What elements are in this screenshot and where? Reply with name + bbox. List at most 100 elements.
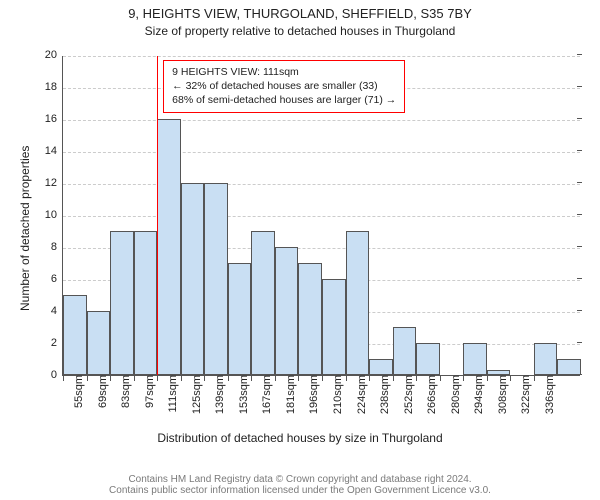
y-axis-label: Number of detached properties bbox=[18, 146, 32, 311]
x-tick-mark bbox=[298, 376, 299, 381]
histogram-bar bbox=[463, 343, 487, 375]
y-tick-mark bbox=[577, 54, 582, 55]
histogram-bar bbox=[346, 231, 370, 375]
x-tick-mark bbox=[440, 376, 441, 381]
grid-line bbox=[63, 120, 580, 121]
x-tick-mark bbox=[228, 376, 229, 381]
callout-line: 9 HEIGHTS VIEW: 111sqm bbox=[172, 65, 396, 79]
plot-area: 0246810121416182055sqm69sqm83sqm97sqm111… bbox=[62, 56, 580, 376]
y-tick-label: 6 bbox=[51, 273, 63, 285]
y-tick-mark bbox=[577, 214, 582, 215]
callout-line: 68% of semi-detached houses are larger (… bbox=[172, 93, 396, 107]
x-tick-label: 125sqm bbox=[185, 375, 203, 414]
x-tick-label: 153sqm bbox=[232, 375, 250, 414]
y-tick-label: 0 bbox=[51, 369, 63, 381]
x-tick-label: 280sqm bbox=[444, 375, 462, 414]
histogram-bar bbox=[134, 231, 158, 375]
x-tick-label: 97sqm bbox=[138, 375, 156, 408]
histogram-bar bbox=[557, 359, 581, 375]
y-tick-mark bbox=[577, 86, 582, 87]
y-tick-label: 10 bbox=[45, 209, 63, 221]
histogram-bar bbox=[534, 343, 558, 375]
x-tick-label: 294sqm bbox=[467, 375, 485, 414]
x-tick-mark bbox=[63, 376, 64, 381]
histogram-bar bbox=[63, 295, 87, 375]
footer-line-2: Contains public sector information licen… bbox=[0, 485, 600, 496]
x-tick-mark bbox=[510, 376, 511, 381]
x-tick-mark bbox=[134, 376, 135, 381]
x-tick-label: 181sqm bbox=[279, 375, 297, 414]
x-tick-mark bbox=[110, 376, 111, 381]
x-tick-mark bbox=[416, 376, 417, 381]
y-tick-label: 20 bbox=[45, 49, 63, 61]
histogram-bar bbox=[157, 119, 181, 375]
histogram-bar bbox=[204, 183, 228, 375]
y-tick-mark bbox=[577, 182, 582, 183]
footer-line-1: Contains HM Land Registry data © Crown c… bbox=[0, 474, 600, 485]
x-tick-label: 322sqm bbox=[514, 375, 532, 414]
reference-line bbox=[157, 56, 158, 375]
x-tick-label: 111sqm bbox=[161, 375, 179, 413]
x-tick-mark bbox=[157, 376, 158, 381]
y-tick-mark bbox=[577, 310, 582, 311]
y-tick-label: 8 bbox=[51, 241, 63, 253]
x-tick-label: 252sqm bbox=[397, 375, 415, 414]
chart-title: 9, HEIGHTS VIEW, THURGOLAND, SHEFFIELD, … bbox=[0, 6, 600, 21]
x-tick-label: 210sqm bbox=[326, 375, 344, 414]
y-tick-mark bbox=[577, 342, 582, 343]
grid-line bbox=[63, 216, 580, 217]
x-tick-label: 238sqm bbox=[373, 375, 391, 414]
x-tick-label: 83sqm bbox=[114, 375, 132, 408]
chart-container: 9, HEIGHTS VIEW, THURGOLAND, SHEFFIELD, … bbox=[0, 0, 600, 500]
x-tick-label: 69sqm bbox=[91, 375, 109, 408]
x-tick-mark bbox=[487, 376, 488, 381]
histogram-bar bbox=[322, 279, 346, 375]
y-tick-label: 18 bbox=[45, 81, 63, 93]
x-tick-mark bbox=[393, 376, 394, 381]
x-tick-mark bbox=[346, 376, 347, 381]
grid-line bbox=[63, 56, 580, 57]
histogram-bar bbox=[369, 359, 393, 375]
y-tick-label: 14 bbox=[45, 145, 63, 157]
x-tick-mark bbox=[251, 376, 252, 381]
y-tick-label: 2 bbox=[51, 337, 63, 349]
histogram-bar bbox=[393, 327, 417, 375]
histogram-bar bbox=[275, 247, 299, 375]
x-tick-label: 55sqm bbox=[67, 375, 85, 408]
x-tick-label: 224sqm bbox=[350, 375, 368, 414]
histogram-bar bbox=[87, 311, 111, 375]
y-tick-mark bbox=[577, 118, 582, 119]
histogram-bar bbox=[251, 231, 275, 375]
grid-line bbox=[63, 152, 580, 153]
histogram-bar bbox=[181, 183, 205, 375]
x-tick-label: 139sqm bbox=[208, 375, 226, 414]
x-tick-mark bbox=[87, 376, 88, 381]
y-tick-label: 16 bbox=[45, 113, 63, 125]
footer-attribution: Contains HM Land Registry data © Crown c… bbox=[0, 474, 600, 496]
x-tick-label: 336sqm bbox=[538, 375, 556, 414]
x-tick-mark bbox=[275, 376, 276, 381]
y-tick-mark bbox=[577, 150, 582, 151]
y-tick-mark bbox=[577, 246, 582, 247]
callout-box: 9 HEIGHTS VIEW: 111sqm← 32% of detached … bbox=[163, 60, 405, 113]
x-tick-mark bbox=[534, 376, 535, 381]
y-tick-label: 4 bbox=[51, 305, 63, 317]
x-tick-label: 266sqm bbox=[420, 375, 438, 414]
y-tick-label: 12 bbox=[45, 177, 63, 189]
x-tick-mark bbox=[322, 376, 323, 381]
x-tick-label: 308sqm bbox=[491, 375, 509, 414]
y-tick-mark bbox=[577, 278, 582, 279]
histogram-bar bbox=[298, 263, 322, 375]
x-tick-mark bbox=[204, 376, 205, 381]
chart-subtitle: Size of property relative to detached ho… bbox=[0, 24, 600, 38]
callout-line: ← 32% of detached houses are smaller (33… bbox=[172, 79, 396, 93]
x-axis-label: Distribution of detached houses by size … bbox=[0, 431, 600, 445]
grid-line bbox=[63, 184, 580, 185]
histogram-bar bbox=[228, 263, 252, 375]
x-tick-mark bbox=[463, 376, 464, 381]
histogram-bar bbox=[416, 343, 440, 375]
x-tick-label: 196sqm bbox=[302, 375, 320, 414]
x-tick-mark bbox=[181, 376, 182, 381]
x-tick-label: 167sqm bbox=[255, 375, 273, 414]
histogram-bar bbox=[110, 231, 134, 375]
